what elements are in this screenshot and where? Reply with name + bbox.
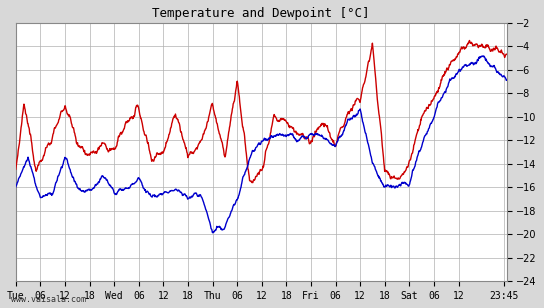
Text: www.vaisala.com: www.vaisala.com <box>11 295 86 304</box>
Title: Temperature and Dewpoint [°C]: Temperature and Dewpoint [°C] <box>152 7 370 20</box>
